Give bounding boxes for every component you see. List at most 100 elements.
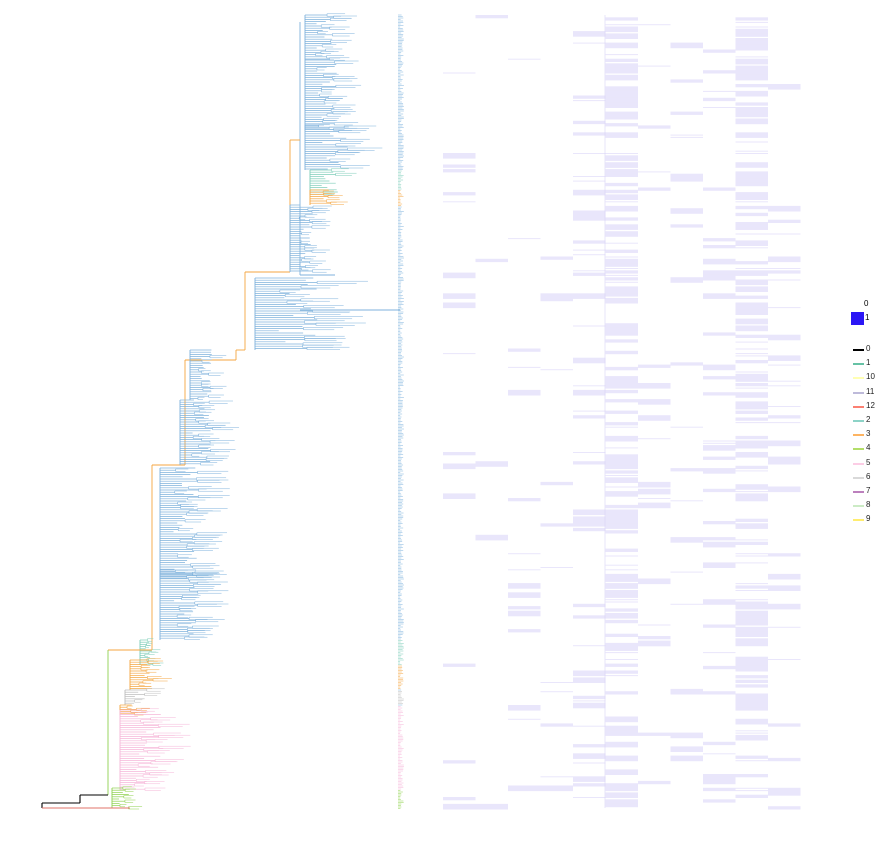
heatmap-cell [508,785,541,792]
heatmap-cell [735,610,768,617]
heatmap-cell [735,774,768,778]
heatmap-cell [735,387,768,389]
heatmap-cell [638,24,671,26]
heatmap-cell [605,721,638,723]
heatmap-cell [703,787,736,792]
heatmap-cell [735,180,768,184]
heatmap-cell [605,58,638,62]
heatmap-cell [605,274,638,276]
heatmap-cell [573,527,606,532]
heatmap-cell [735,70,768,76]
heatmap-cell [605,426,638,428]
heatmap-cell [605,769,638,775]
heatmap-cell [605,456,638,463]
heatmap-cell [605,461,638,465]
clade-legend-label: 7 [866,486,871,495]
heatmap-cell [605,182,638,187]
heatmap-cell [735,288,768,290]
heatmap-cell [605,24,638,26]
heatmap-cell [670,603,703,605]
heatmap-cell [735,153,768,154]
heatmap-cell [670,755,703,762]
heatmap-cell [703,546,736,548]
heatmap-cell [735,787,768,789]
heatmap-cell [605,277,638,281]
heatmap-cell [540,256,573,260]
heatmap-cell [735,730,768,732]
heatmap-cell [443,452,476,456]
heatmap-cell [573,700,606,702]
heatmap-cell [638,125,671,129]
heatmap-cell [703,187,736,191]
clade-legend-label: 12 [866,400,875,410]
heatmap-cell [605,670,638,674]
heatmap-cell [670,468,703,472]
heatmap-cell [638,624,671,626]
heatmap-cell [443,293,476,299]
heatmap-cell [443,192,476,196]
heatmap-cell [605,189,638,194]
heatmap-cell [703,445,736,451]
heatmap-cell [605,675,638,677]
heatmap-cell [703,776,736,778]
heatmap-cell [735,603,768,608]
heatmap-cell [735,334,768,338]
clade-legend-line [853,519,864,522]
heatmap-cell [735,760,768,762]
heatmap-cell [605,17,638,21]
heatmap-cell [735,279,768,283]
heatmap-cell [735,684,768,688]
heatmap-cell [443,201,476,203]
heatmap-cell [605,201,638,203]
heatmap-cell [573,270,606,272]
heatmap-cell [735,590,768,591]
heatmap-cell [605,330,638,336]
heatmap-cell [768,422,801,424]
heatmap-cell [573,120,606,125]
heatmap-cell [735,633,768,637]
heatmap-cell [573,415,606,419]
heatmap-cell [605,548,638,552]
heatmap-cell [735,348,768,350]
heatmap-cell [735,63,768,65]
heatmap-cell [768,723,801,727]
heatmap-cell [605,72,638,74]
heatmap-cell [573,679,606,683]
heatmap-cell [703,107,736,108]
heatmap-cell [605,226,638,230]
heatmap-cell [638,383,671,389]
heatmap-cell [735,663,768,667]
clade-legend-label: 2 [866,415,871,424]
heatmap-cell [735,493,768,499]
heatmap-cell [540,682,573,683]
heatmap-cell [735,314,768,315]
heatmap-cell [768,456,801,460]
heatmap-cell [670,134,703,136]
heatmap-cell [573,42,606,44]
clade-legend-label: 5 [866,457,871,467]
heatmap-cell [573,240,606,244]
heatmap-cell [768,415,801,419]
heatmap-cell [508,498,541,502]
heatmap-cell [735,58,768,62]
heatmap-cell [638,65,671,67]
heatmap-cell [605,268,638,269]
heatmap-cell [768,585,801,591]
heatmap-cell [540,723,573,727]
heatmap-cell [735,228,768,230]
heatmap-cell [768,385,801,387]
clade-legend-label: 8 [866,500,871,510]
heatmap-cell [638,732,671,736]
heatmap-cell [735,17,768,21]
heatmap-cell [573,682,606,683]
clade-legend-label: 10 [866,372,875,382]
heatmap-cell [443,169,476,173]
heatmap-cell [605,293,638,295]
heatmap-cell [735,622,768,624]
heatmap-cell [540,295,573,302]
heatmap-cell [638,415,671,421]
heatmap-cell [768,256,801,263]
heatmap-cell [670,176,703,182]
heatmap-cell [605,383,638,389]
heatmap-cell [605,435,638,440]
